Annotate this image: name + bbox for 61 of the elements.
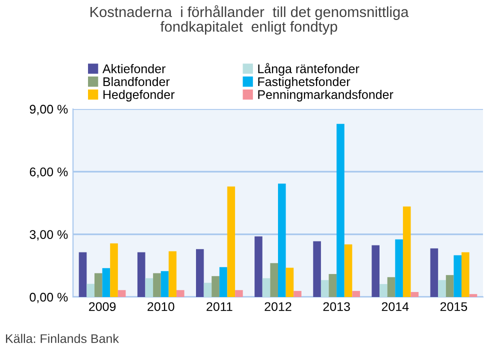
bar xyxy=(372,245,380,297)
chart-title: Kostnaderna i förhållander till det genomsnittliga fondkapitalet enligt fondtyp xyxy=(90,5,409,35)
text: Källa: Finlands Bank xyxy=(6,334,119,344)
bar xyxy=(110,243,118,297)
bar xyxy=(462,252,470,297)
bar xyxy=(328,274,337,297)
legend-label: Hedgefonder xyxy=(103,90,175,102)
x-tick-label: 2011 xyxy=(206,302,232,312)
legend-label: Blandfonder xyxy=(103,76,170,86)
bar xyxy=(137,252,146,297)
bar xyxy=(227,186,236,297)
bar xyxy=(204,282,212,297)
bar xyxy=(145,278,154,297)
bar xyxy=(168,251,176,297)
x-tick-label: 2013 xyxy=(323,302,350,312)
bar xyxy=(320,280,329,297)
bar xyxy=(352,290,360,297)
x-tick-label: 2014 xyxy=(382,302,409,312)
x-tick-label: 2012 xyxy=(264,302,292,312)
bar xyxy=(196,249,204,297)
x-tick-label: 2015 xyxy=(440,302,468,312)
y-tick-label: 6,00 % xyxy=(30,167,68,178)
bar xyxy=(286,268,294,297)
bar xyxy=(219,267,228,297)
bar xyxy=(430,248,438,297)
bar xyxy=(262,278,270,297)
bar xyxy=(160,271,169,297)
bar xyxy=(176,290,184,297)
y-tick-label: 0,00 % xyxy=(30,292,68,304)
y-tick-label: 9,00 % xyxy=(30,104,68,116)
bar xyxy=(254,236,262,297)
bar xyxy=(387,277,396,297)
bar xyxy=(344,244,352,297)
legend-label: Långa räntefonder xyxy=(258,63,360,76)
bar xyxy=(94,273,102,297)
bar xyxy=(454,255,462,297)
legend-label: Penningmarkandsfonder xyxy=(258,90,394,102)
bar xyxy=(78,252,87,297)
bar xyxy=(469,294,478,297)
bar xyxy=(446,275,454,297)
x-tick-label: 2009 xyxy=(89,302,116,312)
bar xyxy=(313,241,321,297)
bar xyxy=(410,292,419,297)
bar xyxy=(402,206,411,297)
bar xyxy=(118,290,126,297)
bar xyxy=(380,284,388,297)
bar xyxy=(395,239,403,297)
bar xyxy=(336,124,344,297)
bar xyxy=(294,290,302,297)
bar xyxy=(102,268,110,297)
legend-label: Aktiefonder xyxy=(102,64,166,74)
bar xyxy=(235,290,243,297)
y-tick-label: 3,00 % xyxy=(30,230,68,240)
bar xyxy=(278,184,286,297)
bar xyxy=(86,284,94,297)
bar xyxy=(212,276,220,297)
legend-label: Fastighetsfonder xyxy=(258,76,350,89)
bar xyxy=(438,280,446,297)
x-tick-label: 2010 xyxy=(148,302,174,312)
bar xyxy=(153,273,161,297)
bar xyxy=(270,263,278,297)
